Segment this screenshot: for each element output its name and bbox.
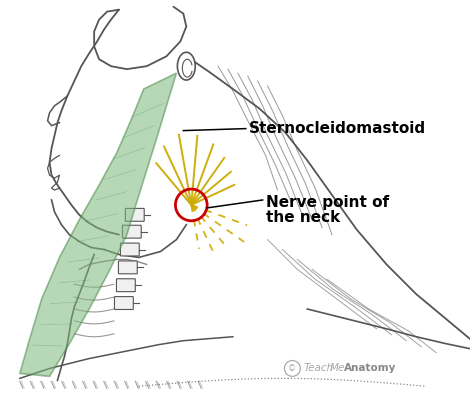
FancyBboxPatch shape [120, 243, 139, 256]
Ellipse shape [177, 52, 195, 80]
Text: ©: © [288, 364, 297, 373]
Text: Me: Me [330, 364, 346, 373]
Text: Teach: Teach [303, 364, 334, 373]
FancyBboxPatch shape [117, 279, 135, 292]
FancyBboxPatch shape [118, 261, 137, 274]
FancyBboxPatch shape [122, 225, 141, 238]
Text: Anatomy: Anatomy [344, 364, 396, 373]
Text: Sternocleidomastoid: Sternocleidomastoid [249, 121, 426, 136]
FancyBboxPatch shape [125, 208, 144, 221]
Polygon shape [20, 73, 176, 376]
FancyBboxPatch shape [114, 297, 133, 309]
Text: Nerve point of: Nerve point of [265, 195, 389, 210]
Text: the neck: the neck [265, 210, 340, 225]
